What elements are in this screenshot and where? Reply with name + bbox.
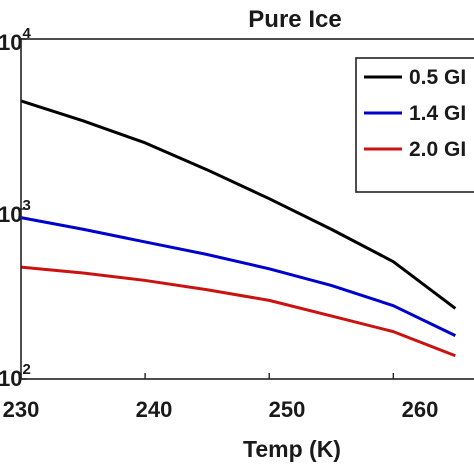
x-tick-label-250: 250 (269, 397, 306, 422)
series-lines (20, 99, 457, 358)
legend-box (355, 57, 474, 193)
chart-title: Pure Ice (248, 6, 341, 33)
series-line-2 (20, 216, 457, 337)
y-tick-label-4: 104 (0, 25, 31, 55)
legend-label-2-0: 2.0 GI (409, 138, 466, 161)
y-tick-label-3: 103 (0, 197, 31, 227)
x-tick-label-260: 260 (402, 397, 439, 422)
x-tick-labels: 230 240 250 260 (3, 397, 439, 422)
legend-label-1-4: 1.4 GI (409, 102, 466, 125)
series-line-1 (20, 99, 457, 310)
x-axis-label: Temp (K) (243, 436, 341, 462)
legend: 0.5 GI 1.4 GI 2.0 GI (355, 57, 474, 193)
x-tick-label-240: 240 (136, 397, 173, 422)
y-tick-labels: 104 103 102 (0, 25, 31, 391)
x-tick-label-230: 230 (3, 397, 40, 422)
legend-label-0-5: 0.5 GI (409, 66, 466, 89)
series-line-3 (20, 265, 456, 358)
y-tick-label-2: 102 (0, 361, 31, 391)
tick-marks (20, 38, 395, 380)
plot-frame (20, 38, 474, 380)
